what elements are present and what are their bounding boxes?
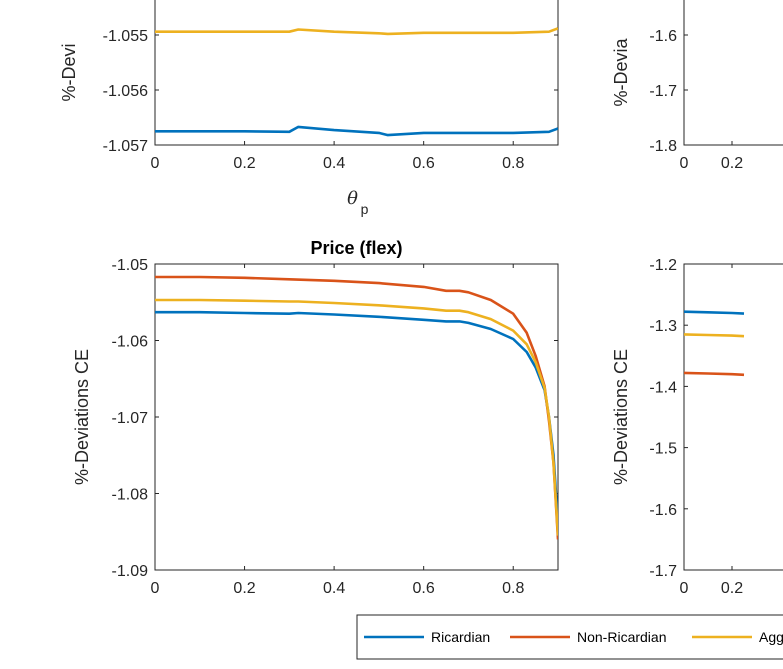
y-axis-label-top-left: %-Devi [59,43,79,101]
panel-bottom-left: 0 0.2 0.4 0.6 0.8 -1.05 -1.06 -1.07 -1.08 -1.09 %-… [72,238,559,597]
plot-area-top-right [683,0,783,146]
panel-top-right: 0 0.2 -1.6 -1.7 -1.8 %-Devia [611,0,783,172]
y-tick-label-bottom-right: -1.7 [649,563,677,580]
legend-label-1: Non-Ricardian [577,629,666,645]
y-tick-label-bottom-right: -1.4 [649,379,677,396]
y-tick-label-top-right: -1.7 [649,83,677,100]
legend-label-2: Agg [759,629,783,645]
x-tick-label-top-left: 0.8 [502,155,524,172]
x-tick-label-bottom-left: 0.6 [413,580,435,597]
y-tick-label-bottom-left: -1.09 [112,563,149,580]
y-tick-label-bottom-left: -1.07 [112,410,149,427]
y-tick-label-bottom-right: -1.2 [649,257,677,274]
y-tick-label-bottom-left: -1.08 [112,487,149,504]
x-tick-label-bottom-left: 0.2 [233,580,255,597]
x-tick-label-top-left: 0.6 [413,155,435,172]
y-tick-label-bottom-right: -1.3 [649,318,677,335]
y-tick-label-top-left: -1.057 [103,138,148,155]
y-axis-label-bottom-right: %-Deviations CE [611,349,631,485]
series-line-ricardian-bottom-right [684,310,745,315]
series-line-aggregate-top-left [155,27,558,36]
x-tick-label-bottom-left: 0.8 [502,580,524,597]
y-tick-label-bottom-right: -1.5 [649,441,677,458]
legend: Ricardian Non-Ricardian Agg [356,614,783,660]
x-tick-label-top-left: 0.2 [233,155,255,172]
plot-area-top-left [154,0,559,146]
x-tick-label-top-right: 0.2 [721,155,743,172]
x-tick-label-top-left: 0 [151,155,160,172]
y-tick-label-top-right: -1.8 [649,138,677,155]
panel-bottom-right: 0 0.2 -1.2 -1.3 -1.4 -1.5 -1.6 -1.7 %-Deviations… [611,257,783,597]
series-line-aggregate-bottom-right [684,333,745,338]
x-tick-label-top-left: 0.4 [323,155,345,172]
x-tick-label-bottom-left: 0.4 [323,580,345,597]
plot-area-bottom-left [154,263,559,571]
y-tick-label-top-right: -1.6 [649,28,677,45]
x-axis-label-top-left: θ [347,188,358,209]
chart-title-bottom-left: Price (flex) [310,238,402,258]
y-tick-label-top-left: -1.056 [103,83,148,100]
y-tick-label-bottom-left: -1.05 [112,257,149,274]
x-tick-label-bottom-right: 0 [680,580,689,597]
y-tick-label-bottom-left: -1.06 [112,334,149,351]
x-axis-label-sub-top-left: p [361,201,369,217]
y-axis-label-bottom-left: %-Deviations CE [72,349,92,485]
x-tick-label-bottom-left: 0 [151,580,160,597]
y-axis-label-top-right: %-Devia [611,38,631,107]
legend-label-0: Ricardian [431,629,490,645]
series-line-ricardian-top-left [155,125,558,137]
plot-area-bottom-right [683,263,783,571]
x-tick-label-bottom-right: 0.2 [721,580,743,597]
y-tick-label-top-left: -1.055 [103,28,148,45]
panel-top-left: 0 0.2 0.4 0.6 0.8 -1.055 -1.056 -1.057 %-Devi θ p [59,0,559,217]
y-tick-label-bottom-right: -1.6 [649,502,677,519]
series-line-non-ricardian-bottom-right [684,371,745,377]
x-tick-label-top-right: 0 [680,155,689,172]
series-line-aggregate-bottom-left [155,298,558,536]
